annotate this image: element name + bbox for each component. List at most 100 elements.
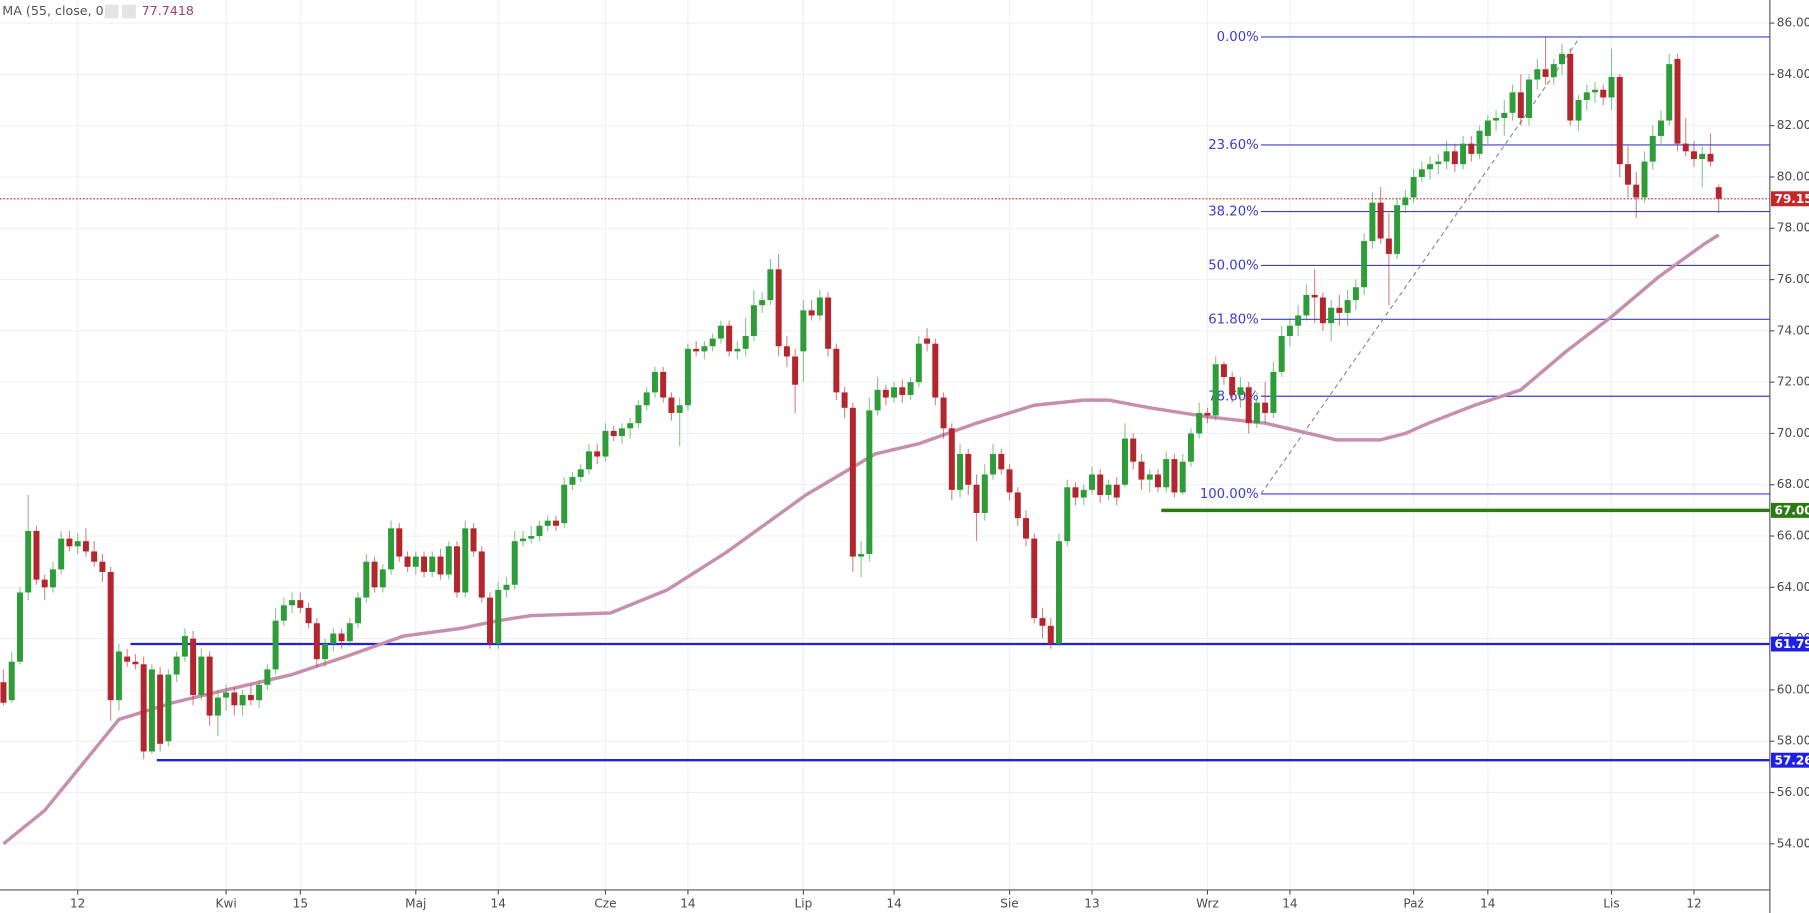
candle-body <box>495 589 502 644</box>
candle-body <box>957 453 964 490</box>
candle-body <box>742 335 749 349</box>
candle-body <box>1418 169 1425 177</box>
candle-body <box>25 530 32 593</box>
candle-body <box>1006 469 1013 493</box>
candle-body <box>1204 412 1211 416</box>
x-tick-label: Lis <box>1603 896 1619 910</box>
indicator-name: MA (55, close, 0) <box>2 3 108 18</box>
candle-body <box>355 597 362 624</box>
x-tick-label: 13 <box>1084 896 1099 910</box>
candle-body <box>404 556 411 567</box>
x-tick-label: 15 <box>293 896 308 910</box>
candle-body <box>1121 438 1128 485</box>
candle-body <box>676 405 683 413</box>
x-tick-label: Sie <box>1000 896 1018 910</box>
candle-body <box>594 451 601 457</box>
candle-body <box>124 656 131 662</box>
candle-body <box>206 656 213 716</box>
candle-body <box>437 556 444 575</box>
candle-body <box>1509 92 1516 113</box>
candle-body <box>1369 202 1376 242</box>
candle-body <box>107 571 114 701</box>
candle-body <box>561 484 568 524</box>
plot: 0.00%23.60%38.20%50.00%61.80%78.60%100.0… <box>0 30 1770 846</box>
candle-body <box>1245 387 1252 424</box>
x-tick-label: 14 <box>1480 896 1495 910</box>
candle-body <box>1707 153 1714 162</box>
candle-body <box>1286 325 1293 336</box>
candle-body <box>1460 143 1467 165</box>
candle-body <box>1220 364 1227 378</box>
candle-body <box>602 430 609 457</box>
candle-body <box>1682 143 1689 152</box>
y-tick-label: 80.00 <box>1777 169 1809 183</box>
x-tick-label: Maj <box>405 896 426 910</box>
settings-icon[interactable] <box>104 4 119 19</box>
x-tick-label: Lip <box>794 896 812 910</box>
candle-body <box>214 697 221 716</box>
indicator-value: 77.7418 <box>142 3 194 18</box>
candle-body <box>478 551 485 598</box>
candle-body <box>1410 176 1417 198</box>
candle-body <box>165 674 172 742</box>
candle-body <box>1559 53 1566 65</box>
candle-body <box>1674 58 1681 144</box>
candle-body <box>577 469 584 478</box>
y-tick-label: 82.00 <box>1777 118 1809 132</box>
y-tick-label: 56.00 <box>1777 785 1809 799</box>
candle-body <box>181 636 188 657</box>
candle-body <box>1583 92 1590 101</box>
candle-body <box>1443 151 1450 162</box>
y-tick-label: 78.00 <box>1777 221 1809 235</box>
candle-body <box>1138 461 1145 480</box>
candle-body <box>1130 438 1137 462</box>
candle-body <box>783 346 790 357</box>
candle-body <box>1187 433 1194 462</box>
candle-body <box>1484 120 1491 136</box>
candle-body <box>33 530 40 580</box>
fib-label: 0.00% <box>1217 30 1259 45</box>
y-tick-label: 68.00 <box>1777 477 1809 491</box>
x-tick-label: 14 <box>886 896 901 910</box>
candle-body <box>388 528 395 570</box>
candle-body <box>1451 151 1458 165</box>
candle-body <box>470 528 477 552</box>
candle-body <box>421 556 428 572</box>
price-tag-label: 79.15 <box>1774 192 1809 206</box>
y-tick-label: 54.00 <box>1777 836 1809 850</box>
candle-body <box>1592 89 1599 93</box>
candle-body <box>1690 151 1697 160</box>
x-tick-label: Cze <box>594 896 616 910</box>
candle-body <box>569 477 576 485</box>
candle-body <box>544 520 551 526</box>
candle-body <box>528 536 535 539</box>
candle-body <box>635 405 642 424</box>
candle-body <box>940 397 947 429</box>
candle-body <box>1633 184 1640 198</box>
candle-body <box>289 600 296 606</box>
candle-body <box>1608 76 1615 98</box>
candle-body <box>1493 117 1500 121</box>
candle-body <box>750 305 757 336</box>
candle-body <box>618 428 625 437</box>
candle-body <box>462 528 469 593</box>
candle-body <box>866 410 873 554</box>
candle-body <box>66 538 73 547</box>
candle-body <box>1113 484 1120 498</box>
candle-body <box>1319 297 1326 324</box>
price-tag-label: 61.79 <box>1774 637 1809 651</box>
x-tick-label: 14 <box>1282 896 1297 910</box>
close-icon[interactable] <box>122 4 136 19</box>
candle-body <box>1278 335 1285 372</box>
candle-body <box>1056 541 1063 644</box>
x-tick-label: 14 <box>680 896 695 910</box>
x-tick-label: Kwi <box>216 896 237 910</box>
candle-body <box>1542 69 1549 77</box>
candle-body <box>1303 294 1310 316</box>
candle-body <box>1039 618 1046 626</box>
candle-body <box>313 623 320 660</box>
candle-body <box>1385 238 1392 254</box>
